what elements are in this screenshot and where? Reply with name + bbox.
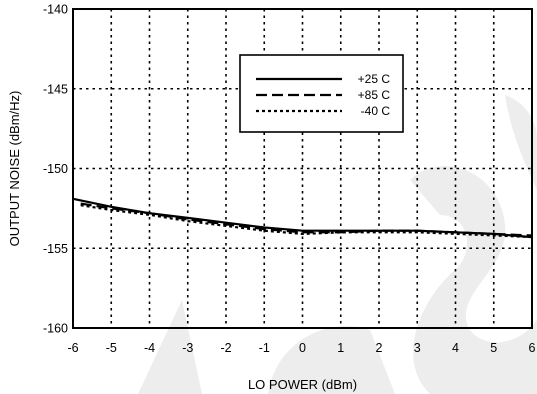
legend: +25 C +85 C -40 C: [239, 54, 404, 133]
y-axis-label: OUTPUT NOISE (dBm/Hz): [7, 91, 22, 247]
x-tick-label: -6: [67, 341, 78, 355]
x-tick-label: -3: [182, 341, 193, 355]
x-axis-label: LO POWER (dBm): [248, 377, 357, 392]
x-tick-label: -2: [220, 341, 231, 355]
legend-box: [239, 54, 404, 133]
x-tick-label: 1: [337, 341, 344, 355]
x-tick-label: -4: [144, 341, 155, 355]
y-tick-labels: -140 -145 -150 -155 -160: [43, 3, 68, 336]
series-line-3: [80, 204, 533, 239]
legend-label-2: +85 C: [358, 88, 391, 102]
y-tick-label: -160: [43, 322, 68, 336]
x-tick-label: 6: [529, 341, 536, 355]
series-line-2: [80, 202, 533, 237]
y-tick-label: -140: [43, 3, 68, 17]
x-tick-label: -5: [106, 341, 117, 355]
x-tick-labels: -6 -5 -4 -3 -2 -1 0 1 2 3 4 5 6: [67, 341, 535, 355]
y-tick-label: -150: [43, 162, 68, 176]
x-tick-label: 2: [376, 341, 383, 355]
x-tick-label: -1: [259, 341, 270, 355]
x-tick-label: 3: [414, 341, 421, 355]
watermark-stroke-2: [268, 326, 395, 394]
plot-frame: [72, 8, 533, 329]
legend-label-3: -40 C: [361, 104, 391, 118]
legend-label-1: +25 C: [358, 72, 391, 86]
y-tick-label: -145: [43, 82, 68, 96]
x-tick-label: 4: [452, 341, 459, 355]
data-series: [72, 197, 533, 239]
watermark-stroke-3: [410, 166, 537, 394]
y-tick-label: -155: [43, 242, 68, 256]
x-tick-label: 0: [299, 341, 306, 355]
watermark-shapes: [138, 95, 537, 394]
watermark-stroke-4: [505, 95, 537, 190]
x-tick-label: 5: [490, 341, 497, 355]
watermark-stroke-1: [138, 300, 202, 394]
